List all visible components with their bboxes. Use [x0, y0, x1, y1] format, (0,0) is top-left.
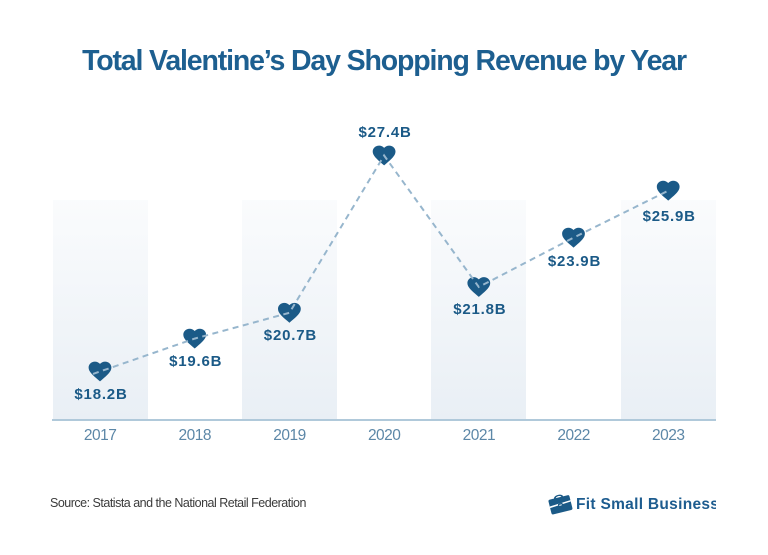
svg-text:Fit Small Business: Fit Small Business: [576, 496, 716, 513]
